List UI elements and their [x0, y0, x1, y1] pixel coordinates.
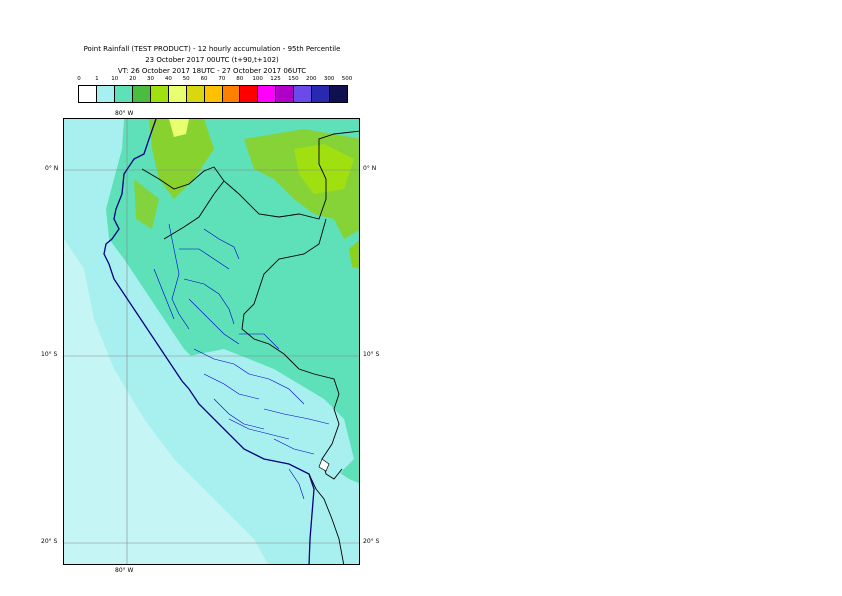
legend-tick-label: 60 — [200, 76, 208, 82]
ocean-pale-area — [64, 239, 268, 564]
rain-patch-brightgreen — [294, 144, 354, 194]
legend-swatch — [186, 86, 205, 102]
rain-patch-green-coast — [134, 179, 159, 229]
coastline — [103, 119, 315, 564]
lake-titicaca — [318, 458, 330, 472]
legend-tick-label: 10 — [111, 76, 119, 82]
legend-tick-label: 80 — [236, 76, 244, 82]
top-longitude-label: 80° W — [115, 110, 134, 117]
land-light-area-south — [214, 449, 334, 509]
legend-tick-label: 300 — [323, 76, 335, 82]
map-canvas — [64, 119, 359, 564]
rain-patch-yellow — [169, 119, 189, 137]
right-lat-label-10s: 10° S — [363, 351, 380, 358]
border-ecuador-peru — [163, 180, 225, 240]
legend-swatch — [276, 86, 295, 102]
legend-swatch — [294, 86, 313, 102]
bottom-longitude-label: 80° W — [115, 567, 134, 574]
admin-boundaries — [153, 223, 330, 500]
legend-tick-label: 50 — [182, 76, 190, 82]
title-line-1: Point Rainfall (TEST PRODUCT) - 12 hourl… — [83, 45, 341, 53]
border-peru-brazil-bolivia — [241, 218, 343, 480]
legend-swatch — [312, 86, 331, 102]
legend-tick-label: 150 — [288, 76, 299, 82]
legend-swatch — [96, 86, 115, 102]
legend-tick-label: 70 — [218, 76, 226, 82]
legend-swatch — [114, 86, 133, 102]
legend-swatch — [204, 86, 223, 102]
left-lat-label-0: 0° N — [45, 165, 59, 172]
rainfall-map — [63, 118, 360, 565]
coastal-ocean-band — [64, 119, 313, 564]
legend-tick-label: 40 — [164, 76, 172, 82]
legend-color-bar — [78, 85, 348, 103]
legend-tick-label: 500 — [341, 76, 353, 82]
left-lat-label-20s: 20° S — [41, 538, 58, 545]
legend-tick-label: 1 — [95, 76, 99, 82]
right-lat-label-0: 0° N — [363, 165, 377, 172]
rain-patch-green-east — [349, 240, 359, 269]
chart-title: Point Rainfall (TEST PRODUCT) - 12 hourl… — [64, 44, 360, 77]
legend-swatch — [258, 86, 277, 102]
legend-tick-label: 20 — [129, 76, 137, 82]
legend-swatch — [168, 86, 187, 102]
legend-tick-label: 0 — [77, 76, 81, 82]
border-ecuador-colombia — [141, 130, 359, 220]
legend-tick-labels: 0 1 10 20 30 40 50 60 70 80 100 125 150 200 300 500 — [77, 76, 353, 85]
legend-swatch — [79, 86, 97, 102]
left-lat-label-10s: 10° S — [41, 351, 58, 358]
legend-swatch — [240, 86, 259, 102]
title-line-2: 23 October 2017 00UTC (t+90,t+102) — [145, 56, 279, 64]
legend-tick-label: 200 — [306, 76, 317, 82]
legend-tick-label: 30 — [146, 76, 154, 82]
legend-tick-label: 125 — [270, 76, 281, 82]
legend-swatch — [150, 86, 169, 102]
legend-swatch — [222, 86, 241, 102]
rain-patch-green-nw — [149, 119, 214, 199]
legend-swatch — [132, 86, 151, 102]
colorbar-legend: 0 1 10 20 30 40 50 60 70 80 100 125 150 200 300 500 — [77, 76, 353, 103]
right-lat-label-20s: 20° S — [363, 538, 380, 545]
title-line-3: VT: 26 October 2017 18UTC - 27 October 2… — [117, 67, 307, 75]
border-chile-bolivia — [308, 473, 345, 564]
legend-tick-label: 100 — [252, 76, 263, 82]
legend-swatch — [330, 86, 348, 102]
